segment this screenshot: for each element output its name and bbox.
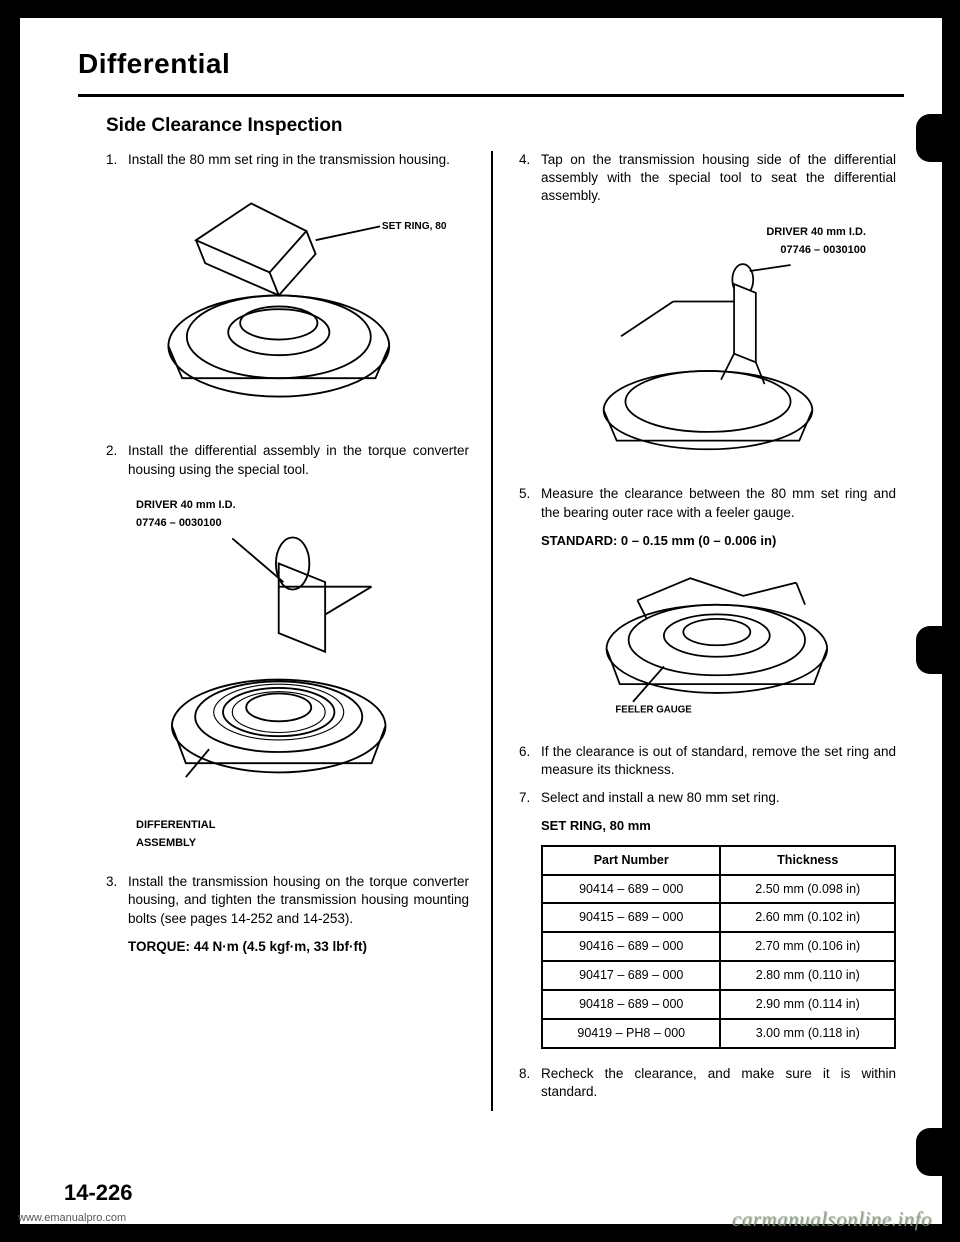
left-column: 1. Install the 80 mm set ring in the tra…	[78, 151, 491, 1111]
watermark-site: carmanualsonline.info	[732, 1207, 932, 1232]
step-item: 5. Measure the clearance between the 80 …	[519, 485, 896, 521]
table-cell: 90418 – 689 – 000	[542, 990, 720, 1019]
table-row: 90416 – 689 – 0002.70 mm (0.106 in)	[542, 932, 895, 961]
step-number: 7.	[519, 789, 541, 807]
step-number: 3.	[106, 873, 128, 928]
table-cell: 2.80 mm (0.110 in)	[720, 961, 895, 990]
step-text: Install the 80 mm set ring in the transm…	[128, 151, 469, 169]
step-number: 5.	[519, 485, 541, 521]
step-number: 8.	[519, 1065, 541, 1101]
two-column-layout: 1. Install the 80 mm set ring in the tra…	[78, 151, 904, 1111]
step-text: Recheck the clearance, and make sure it …	[541, 1065, 896, 1101]
table-cell: 2.50 mm (0.098 in)	[720, 875, 895, 904]
step-item: 2. Install the differential assembly in …	[106, 442, 469, 478]
column-divider	[491, 151, 493, 1111]
watermark-source: www.emanualpro.com	[18, 1212, 126, 1224]
table-header: Part Number	[542, 846, 720, 875]
table-row: 90414 – 689 – 0002.50 mm (0.098 in)	[542, 875, 895, 904]
figure-label: DIFFERENTIAL ASSEMBLY	[136, 819, 215, 849]
section-title: Side Clearance Inspection	[106, 115, 904, 137]
step-number: 2.	[106, 442, 128, 478]
table-cell: 2.90 mm (0.114 in)	[720, 990, 895, 1019]
step-item: 3. Install the transmission housing on t…	[106, 873, 469, 928]
figure-label: FEELER GAUGE	[615, 705, 692, 716]
table-title: SET RING, 80 mm	[541, 817, 896, 835]
table-cell: 90415 – 689 – 000	[542, 903, 720, 932]
thumb-tab	[916, 1128, 944, 1176]
table-row: 90419 – PH8 – 0003.00 mm (0.118 in)	[542, 1019, 895, 1048]
table-row: 90418 – 689 – 0002.90 mm (0.114 in)	[542, 990, 895, 1019]
step-text: Install the differential assembly in the…	[128, 442, 469, 478]
figure-label: SET RING, 80 mm	[381, 221, 447, 232]
step-item: 6. If the clearance is out of standard, …	[519, 743, 896, 779]
table-row: 90415 – 689 – 0002.60 mm (0.102 in)	[542, 903, 895, 932]
figure-part-number: 07746 – 0030100	[136, 517, 222, 529]
step-text: If the clearance is out of standard, rem…	[541, 743, 896, 779]
table-cell: 90414 – 689 – 000	[542, 875, 720, 904]
step-item: 8. Recheck the clearance, and make sure …	[519, 1065, 896, 1101]
figure-driver-assembly: DRIVER 40 mm I.D. 07746 – 0030100	[106, 495, 469, 851]
table-cell: 90417 – 689 – 000	[542, 961, 720, 990]
table-header: Thickness	[720, 846, 895, 875]
right-column: 4. Tap on the transmission housing side …	[491, 151, 904, 1111]
standard-spec: STANDARD: 0 – 0.15 mm (0 – 0.006 in)	[541, 532, 896, 550]
page-number: 14-226	[64, 1180, 133, 1206]
set-ring-table: Part Number Thickness 90414 – 689 – 0002…	[541, 845, 896, 1049]
step-number: 4.	[519, 151, 541, 206]
figure-feeler-gauge: FEELER GAUGE	[519, 565, 896, 720]
table-cell: 90416 – 689 – 000	[542, 932, 720, 961]
torque-spec: TORQUE: 44 N·m (4.5 kgf·m, 33 lbf·ft)	[128, 938, 469, 956]
step-text: Tap on the transmission housing side of …	[541, 151, 896, 206]
table-cell: 2.60 mm (0.102 in)	[720, 903, 895, 932]
document-title: Differential	[78, 48, 904, 80]
step-number: 6.	[519, 743, 541, 779]
thumb-tab	[916, 114, 944, 162]
title-rule	[78, 94, 904, 97]
table-row: 90417 – 689 – 0002.80 mm (0.110 in)	[542, 961, 895, 990]
table-cell: 3.00 mm (0.118 in)	[720, 1019, 895, 1048]
step-number: 1.	[106, 151, 128, 169]
step-item: 4. Tap on the transmission housing side …	[519, 151, 896, 206]
figure-part-number: 07746 – 0030100	[780, 244, 866, 256]
table-cell: 2.70 mm (0.106 in)	[720, 932, 895, 961]
table-cell: 90419 – PH8 – 000	[542, 1019, 720, 1048]
thumb-tab	[916, 626, 944, 674]
step-item: 1. Install the 80 mm set ring in the tra…	[106, 151, 469, 169]
figure-label: DRIVER 40 mm I.D.	[766, 226, 866, 238]
step-text: Measure the clearance between the 80 mm …	[541, 485, 896, 521]
step-text: Select and install a new 80 mm set ring.	[541, 789, 896, 807]
figure-label: DRIVER 40 mm I.D.	[136, 499, 236, 511]
figure-tap-housing: DRIVER 40 mm I.D. 07746 – 0030100	[519, 222, 896, 464]
step-text: Install the transmission housing on the …	[128, 873, 469, 928]
step-item: 7. Select and install a new 80 mm set ri…	[519, 789, 896, 807]
figure-set-ring: SET RING, 80 mm	[106, 185, 469, 420]
